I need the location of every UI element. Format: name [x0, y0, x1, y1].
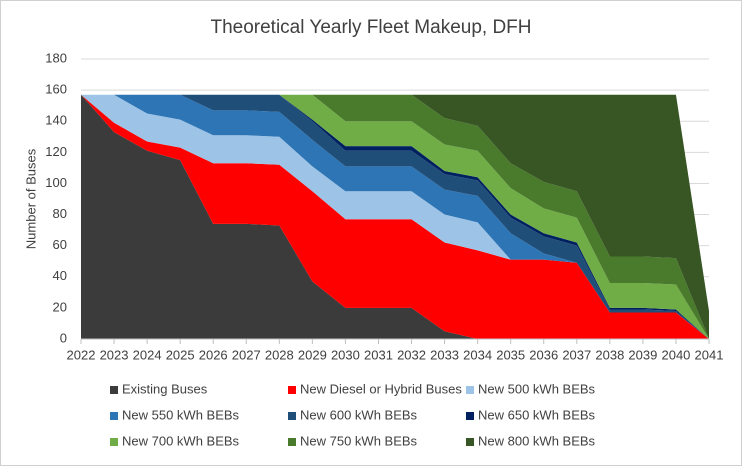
legend-label: New 600 kWh BEBs	[300, 407, 418, 422]
y-tick-label: 0	[60, 330, 67, 345]
x-tick-label: 2023	[100, 347, 129, 362]
x-tick-label: 2037	[562, 347, 591, 362]
legend-swatch	[110, 438, 118, 446]
chart-title: Theoretical Yearly Fleet Makeup, DFH	[210, 17, 531, 38]
x-tick-label: 2024	[133, 347, 162, 362]
legend-swatch	[288, 386, 296, 394]
y-tick-label: 80	[53, 206, 67, 221]
x-tick-label: 2036	[529, 347, 558, 362]
area	[81, 94, 709, 340]
x-tick-label: 2022	[67, 347, 96, 362]
y-tick-label: 140	[45, 113, 67, 128]
area	[81, 94, 709, 340]
y-tick-label: 20	[53, 299, 67, 314]
x-tick-label: 2030	[331, 347, 360, 362]
area	[81, 94, 709, 340]
x-tick-label: 2034	[463, 347, 492, 362]
legend-swatch	[110, 412, 118, 420]
x-tick-label: 2026	[199, 347, 228, 362]
area	[81, 94, 709, 340]
y-tick-label: 120	[45, 144, 67, 159]
legend-label: New 650 kWh BEBs	[478, 407, 596, 422]
y-tick-label: 160	[45, 82, 67, 97]
legend-label: New 550 kWh BEBs	[122, 407, 240, 422]
legend-swatch	[110, 386, 118, 394]
y-tick-label: 40	[53, 268, 67, 283]
legend-label: New 700 kWh BEBs	[122, 433, 240, 448]
x-tick-label: 2029	[298, 347, 327, 362]
legend-swatch	[288, 412, 296, 420]
x-tick-label: 2031	[364, 347, 393, 362]
x-tick-label: 2035	[496, 347, 525, 362]
x-tick-label: 2038	[595, 347, 624, 362]
y-axis-label: Number of Buses	[23, 148, 38, 249]
legend-swatch	[466, 438, 474, 446]
legend-label: New 500 kWh BEBs	[478, 381, 596, 396]
legend-label: New 750 kWh BEBs	[300, 433, 418, 448]
legend-swatch	[466, 386, 474, 394]
legend-swatch	[288, 438, 296, 446]
x-tick-label: 2039	[628, 347, 657, 362]
y-tick-label: 180	[45, 50, 67, 65]
y-tick-label: 100	[45, 175, 67, 190]
area	[81, 94, 709, 340]
legend-swatch	[466, 412, 474, 420]
y-tick-label: 60	[53, 237, 67, 252]
x-tick-label: 2027	[232, 347, 261, 362]
x-tick-label: 2028	[265, 347, 294, 362]
x-tick-label: 2025	[166, 347, 195, 362]
x-tick-label: 2033	[430, 347, 459, 362]
legend-label: New 800 kWh BEBs	[478, 433, 596, 448]
legend-label: Existing Buses	[122, 381, 208, 396]
x-tick-label: 2040	[661, 347, 690, 362]
legend-label: New Diesel or Hybrid Buses	[300, 381, 462, 396]
x-tick-label: 2041	[695, 347, 724, 362]
area	[81, 94, 709, 340]
x-tick-label: 2032	[397, 347, 426, 362]
